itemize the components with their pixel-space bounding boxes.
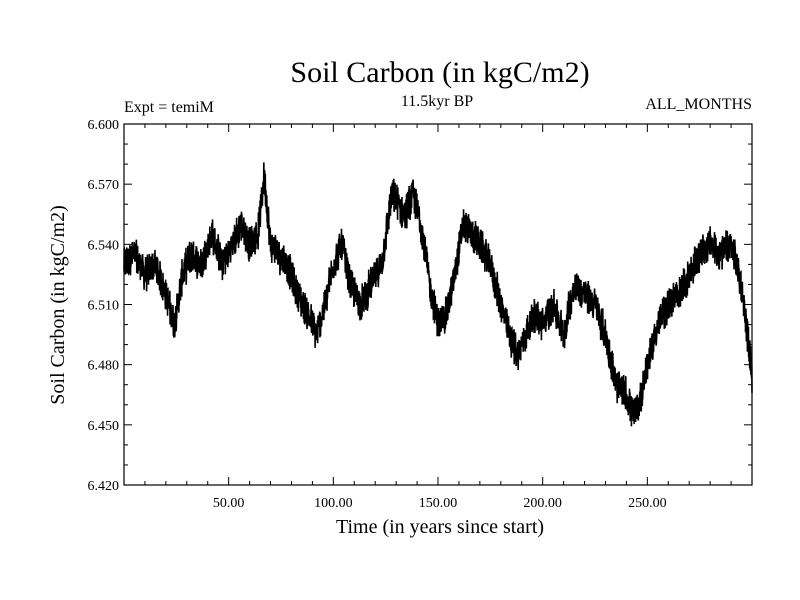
y-tick-label: 6.600 — [88, 118, 120, 133]
x-axis-label: Time (in years since start) — [336, 516, 544, 538]
x-tick-label: 50.00 — [213, 496, 245, 511]
x-tick-label: 100.00 — [314, 496, 353, 511]
chart-subtitle: 11.5kyr BP — [401, 93, 473, 110]
y-axis-label: Soil Carbon (in kgC/m2) — [47, 205, 69, 404]
y-tick-label: 6.480 — [88, 359, 120, 374]
y-tick-label: 6.420 — [88, 479, 120, 494]
months-label: ALL_MONTHS — [645, 96, 752, 113]
series-layer — [123, 162, 753, 427]
y-tick-label: 6.510 — [88, 299, 120, 314]
y-tick-label: 6.450 — [88, 419, 120, 434]
plot-frame — [123, 123, 753, 486]
experiment-label: Expt = temiM — [124, 99, 214, 116]
x-tick-label: 200.00 — [523, 496, 562, 511]
x-tick-label: 150.00 — [419, 496, 458, 511]
y-tick-label: 6.540 — [88, 238, 120, 253]
x-tick-label: 250.00 — [628, 496, 667, 511]
tick-layer: 50.00 100.00 150.00 200.00 250.00 6.420 6.450 6… — [88, 118, 752, 511]
series-line — [123, 162, 753, 427]
y-tick-label: 6.570 — [88, 178, 120, 193]
chart-title: Soil Carbon (in kgC/m2) — [290, 56, 589, 89]
